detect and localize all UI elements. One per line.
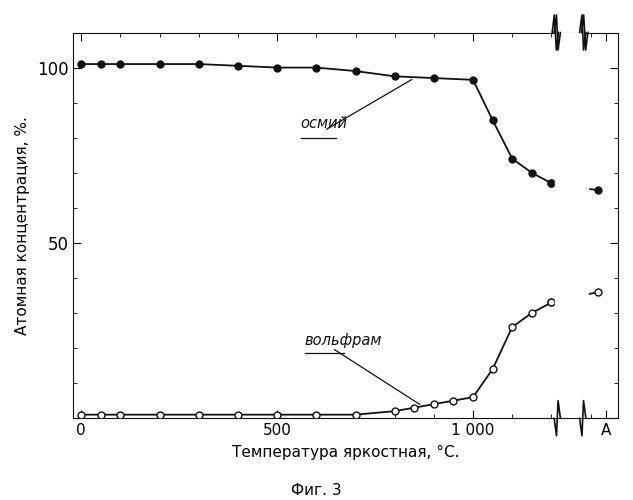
Text: осмий: осмий <box>301 116 348 130</box>
Text: вольфрам: вольфрам <box>304 333 382 348</box>
Bar <box>555 32 585 418</box>
Y-axis label: Атомная концентрация, %.: Атомная концентрация, %. <box>15 116 30 335</box>
Text: Фиг. 3: Фиг. 3 <box>291 483 342 498</box>
X-axis label: Температура яркостная, °С.: Температура яркостная, °С. <box>232 445 460 460</box>
